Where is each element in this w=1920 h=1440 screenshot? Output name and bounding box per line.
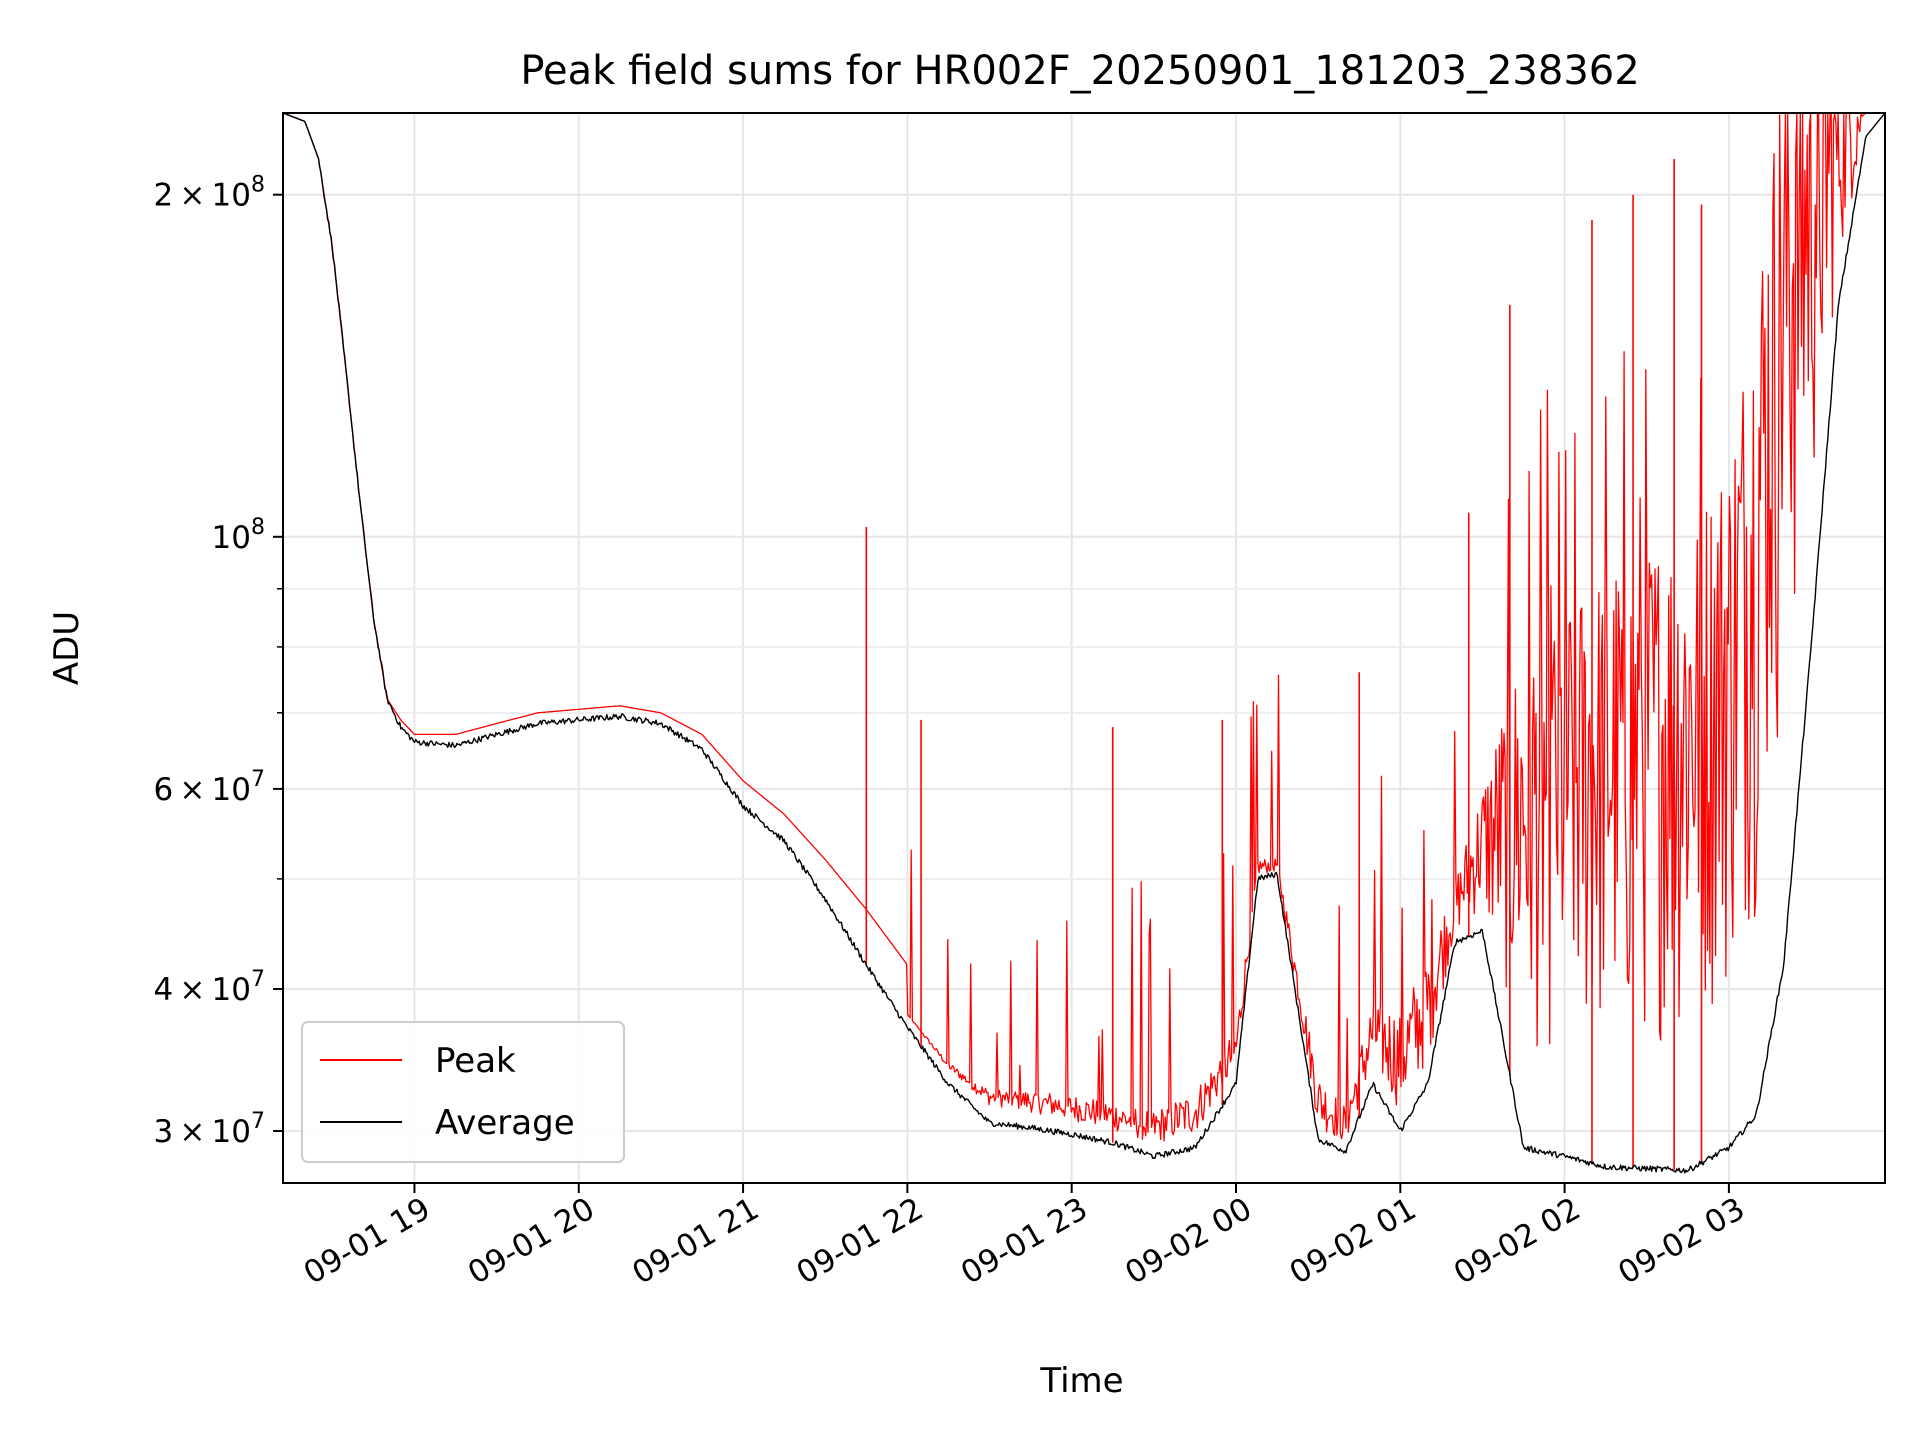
x-tick-label: 09-01 22 bbox=[791, 1191, 930, 1292]
x-tick-label: 09-02 01 bbox=[1284, 1191, 1423, 1292]
series-line-peak bbox=[282, 112, 1885, 1142]
legend-label-average: Average bbox=[435, 1103, 575, 1143]
plot-frame bbox=[282, 112, 1886, 1184]
x-axis: 09-01 19 09-01 20 09-01 21 09-01 22 09-01 23… bbox=[298, 1183, 1751, 1292]
y-tick-times: × bbox=[173, 772, 211, 808]
y-tick-mantissa: 3 bbox=[153, 1114, 173, 1150]
y-tick-base: 10 bbox=[212, 972, 251, 1008]
y-tick-times: × bbox=[173, 1114, 211, 1150]
x-tick-label: 09-01 19 bbox=[298, 1191, 437, 1292]
y-tick-times: × bbox=[173, 972, 211, 1008]
y-axis-label: ADU bbox=[47, 611, 87, 685]
y-tick-exponent: 8 bbox=[251, 173, 265, 198]
series-line-average bbox=[282, 112, 1886, 1174]
y-tick-base: 10 bbox=[212, 178, 251, 214]
legend: Peak Average bbox=[301, 1021, 625, 1163]
x-tick-label: 09-01 20 bbox=[462, 1191, 601, 1292]
y-tick-label: 2 × 108 bbox=[153, 173, 265, 214]
y-tick-base: 10 bbox=[212, 772, 251, 808]
y-tick-base: 10 bbox=[212, 520, 251, 556]
y-tick-times: × bbox=[173, 178, 211, 214]
y-tick-exponent: 7 bbox=[251, 967, 265, 992]
y-tick-label: 108 bbox=[212, 515, 265, 556]
y-tick-exponent: 7 bbox=[251, 1109, 265, 1134]
y-tick-exponent: 8 bbox=[251, 515, 265, 540]
y-tick-mantissa: 6 bbox=[153, 772, 173, 808]
legend-box bbox=[301, 1021, 625, 1163]
x-tick-label: 09-01 21 bbox=[626, 1191, 765, 1292]
x-tick-label: 09-02 00 bbox=[1119, 1191, 1258, 1292]
x-tick-label: 09-02 02 bbox=[1448, 1191, 1587, 1292]
y-tick-mantissa: 4 bbox=[153, 972, 173, 1008]
y-tick-label: 4 × 107 bbox=[153, 967, 265, 1008]
y-tick-label: 6 × 107 bbox=[153, 767, 265, 808]
y-tick-base: 10 bbox=[212, 1114, 251, 1150]
grid bbox=[283, 113, 1885, 1183]
y-tick-exponent: 7 bbox=[251, 767, 265, 792]
plot-area bbox=[282, 112, 1886, 1174]
x-tick-label: 09-01 23 bbox=[955, 1191, 1094, 1292]
chart-title: Peak field sums for HR002F_20250901_1812… bbox=[520, 48, 1639, 94]
y-tick-label: 3 × 107 bbox=[153, 1109, 265, 1150]
y-tick-mantissa: 2 bbox=[153, 178, 173, 214]
x-tick-label: 09-02 03 bbox=[1612, 1191, 1751, 1292]
x-axis-label: Time bbox=[1039, 1361, 1123, 1401]
legend-label-peak: Peak bbox=[435, 1041, 516, 1081]
